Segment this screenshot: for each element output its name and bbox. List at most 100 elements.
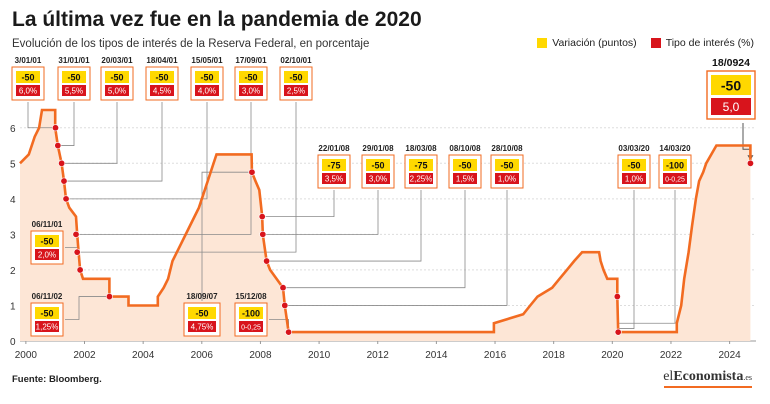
connector-line [618,190,676,324]
rate-value: 1,0% [625,175,643,184]
x-tick-label: 2000 [15,350,38,361]
rate-value: 2,0% [38,251,56,260]
series-line [19,108,752,334]
rate-badge [35,249,59,260]
annotation-label: 03/03/20 -50 1,0% [617,144,651,189]
rate-cut-dot [60,177,68,185]
change-badge [35,235,59,247]
connector-line [65,296,110,320]
annotation-label: 02/10/01 -50 2,5% [279,56,313,101]
x-tick-label: 2012 [367,350,390,361]
annotation-label: 06/11/01 -50 2,0% [30,220,64,265]
connector-line [284,190,508,306]
x-tick-label: 2022 [660,350,683,361]
rate-badge [188,321,216,332]
annotation-date: 15/05/01 [191,56,223,65]
rate-value: 0-0,25 [241,325,261,332]
change-value: -50 [195,309,208,319]
rate-badge [105,85,129,96]
x-tick-label: 2008 [249,350,272,361]
connector-line [66,102,208,200]
annotation-label: 18/04/01 -50 4,5% [145,56,179,101]
rate-badge [35,321,59,332]
rate-badge [284,85,308,96]
series-area [20,110,751,341]
annotation-date: 22/01/08 [318,144,350,153]
y-tick-label: 5 [10,159,16,170]
rate-value: 5,0 [723,100,740,114]
annotation-label: 06/11/02 -50 1,25% [30,292,64,337]
rate-badge [16,85,40,96]
connector-line [617,190,635,329]
rate-cut-dot [54,142,62,150]
x-tick-label: 2004 [132,350,155,361]
x-tick-label: 2018 [543,350,566,361]
y-tick-label: 4 [10,195,16,206]
connector-line [63,102,163,182]
change-badge [409,159,433,171]
change-badge [284,71,308,83]
rate-badge [663,173,687,184]
y-tick-label: 0 [10,337,16,348]
connector-line [262,190,335,218]
x-tick-label: 2006 [191,350,214,361]
annotation-date: 3/01/01 [15,56,42,65]
annotation-label: 20/03/01 -50 5,0% [100,56,134,101]
annotation-label: 3/01/01 -50 6,0% [11,56,45,101]
change-value: -50 [21,73,34,83]
annotation-label: 17/09/01 -50 3,0% [234,56,268,101]
x-tick-label: 2020 [601,350,624,361]
rate-value: 6,0% [19,87,37,96]
connector-line [61,102,118,164]
x-tick-label: 2010 [308,350,331,361]
change-badge [663,159,687,171]
change-badge [239,307,263,319]
rate-cut-dot [62,195,70,203]
x-tick-label: 2016 [484,350,507,361]
rate-badge [62,85,86,96]
legend-item-variation: Variación (puntos) [537,37,637,49]
change-value: -75 [414,161,427,171]
connector-line [266,190,422,262]
rate-value: 1,0% [498,175,516,184]
legend-item-rate: Tipo de interés (%) [650,37,754,49]
rate-badge [322,173,346,184]
annotation-label: 29/01/08 -50 3,0% [361,144,395,189]
change-value: -50 [289,73,302,83]
annotation-date: 14/03/20 [659,144,691,153]
rate-badge [150,85,174,96]
rate-cut-dot [259,230,267,238]
rate-value: 3,5% [325,175,343,184]
rate-value: 4,5% [153,87,171,96]
change-value: -50 [458,161,471,171]
rate-cut-dot [613,293,621,301]
rate-value: 5,5% [65,87,83,96]
change-value: -75 [327,161,340,171]
rate-value: 4,75% [191,323,214,332]
rate-value: 0-0,25 [665,177,685,184]
rate-cut-dot [73,248,81,256]
annotation-label: 22/01/08 -75 3,5% [317,144,351,189]
rate-value: 1,5% [456,175,474,184]
legend-label-rate: Tipo de interés (%) [665,37,754,49]
annotation-label: 15/12/08 -100 0-0,25 [234,292,268,337]
change-value: -50 [40,237,53,247]
change-value: -50 [67,73,80,83]
rate-value: 5,0% [108,87,126,96]
rate-cut-dot [285,328,293,336]
rate-cut-dot [281,301,289,309]
annotation-date: 31/01/01 [58,56,90,65]
change-value: -50 [244,73,257,83]
page-subtitle: Evolución de los tipos de interés de la … [12,38,370,50]
legend-swatch-red [650,38,661,48]
rate-cut-dot [105,293,113,301]
rate-badge [453,173,477,184]
rate-cut-dot [746,159,754,167]
change-badge [495,159,519,171]
change-badge [622,159,646,171]
connector-line [27,102,56,129]
annotation-label: 14/03/20 -100 0-0,25 [658,144,692,189]
legend: Variación (puntos) Tipo de interés (%) [537,37,754,49]
change-value: -50 [200,73,213,83]
